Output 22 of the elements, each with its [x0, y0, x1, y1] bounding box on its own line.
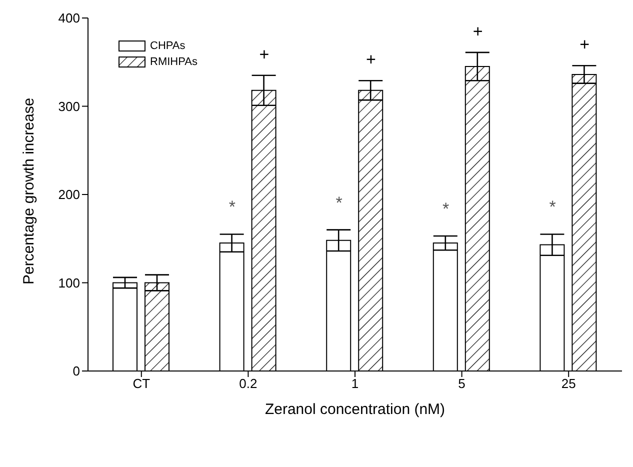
annotation: * — [336, 193, 343, 212]
legend-label: RMIHPAs — [150, 55, 198, 70]
x-tick-label: 0.2 — [239, 376, 258, 392]
x-tick-label: 5 — [458, 376, 466, 392]
annotation: * — [228, 198, 236, 217]
x-tick-label: 1 — [351, 376, 359, 392]
y-axis-title: Percentage growth increase — [20, 98, 38, 284]
x-tick-label: 25 — [561, 376, 576, 392]
annotation: * — [442, 199, 450, 218]
annotation: * — [549, 198, 556, 217]
y-tick-label: 0 — [72, 364, 80, 379]
y-tick-label: 400 — [58, 10, 80, 26]
x-axis-title: Zeranol concentration (nM) — [264, 401, 446, 418]
annotation: + — [259, 44, 270, 64]
y-tick-label: 200 — [58, 187, 80, 202]
x-tick-label: CT — [132, 376, 150, 392]
annotation: + — [472, 22, 483, 41]
y-tick-label: 100 — [58, 275, 80, 290]
annotation: + — [580, 35, 590, 54]
y-tick-label: 300 — [58, 98, 80, 114]
legend-label: CHPAs — [150, 39, 186, 54]
annotation: + — [366, 50, 376, 70]
